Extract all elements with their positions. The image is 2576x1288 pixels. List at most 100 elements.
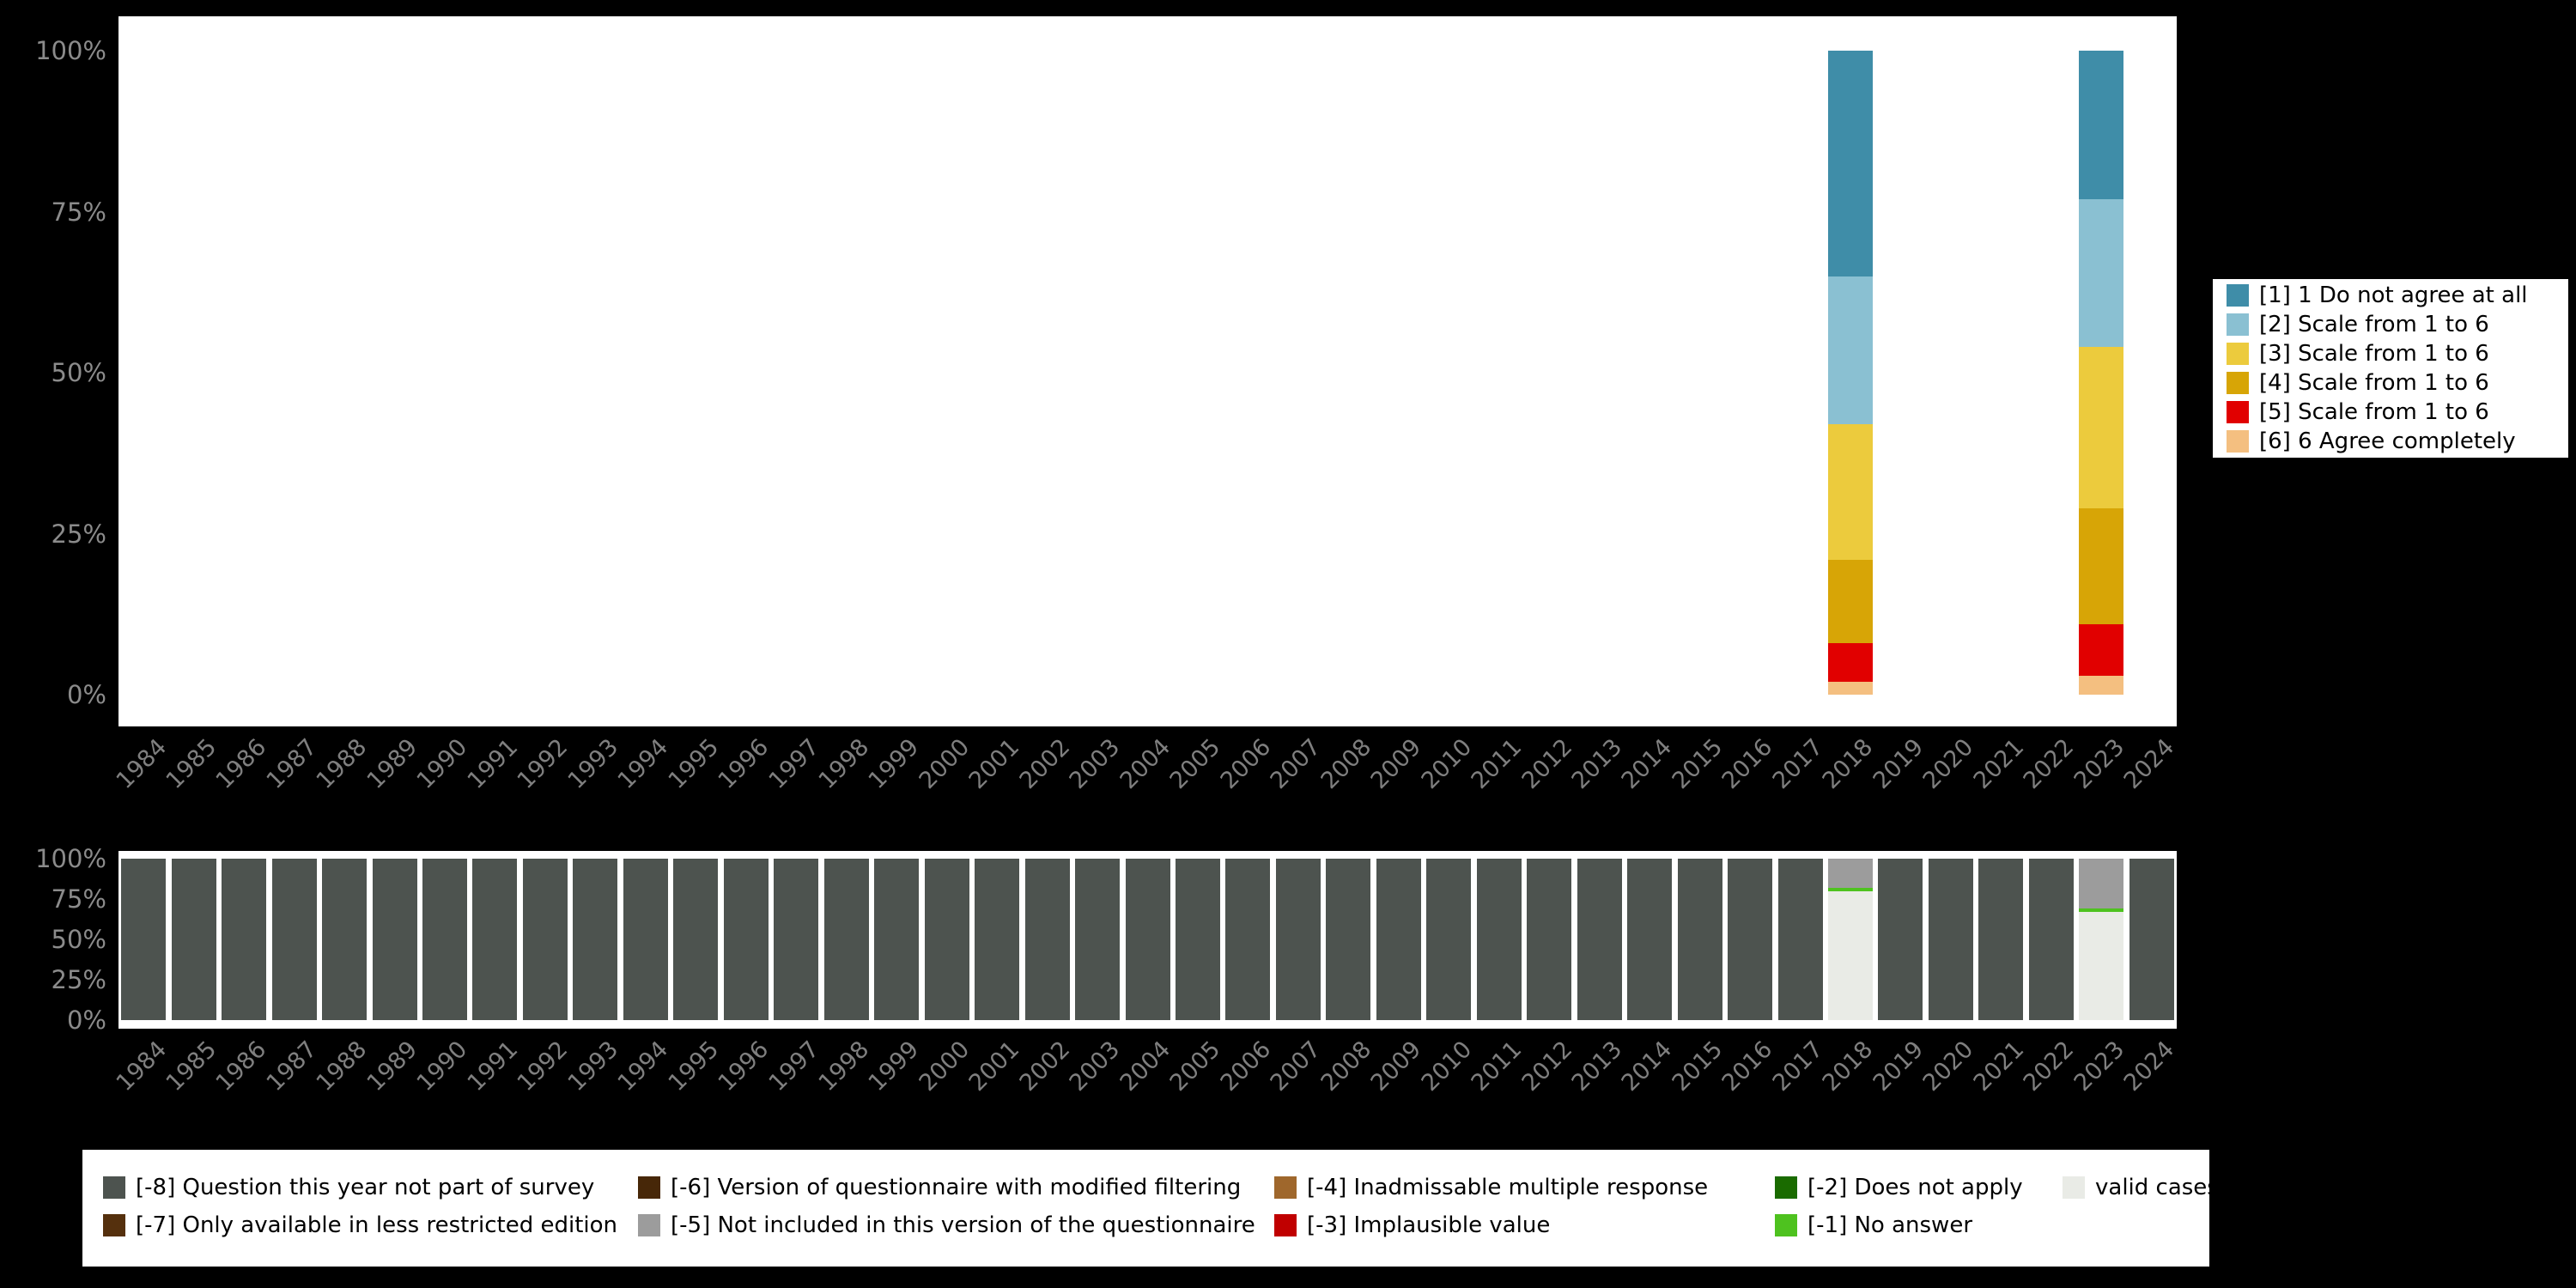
y-tick-label: 50% [51,358,106,387]
legend-column: [-4] Inadmissable multiple response [-3] … [1274,1176,1775,1237]
bar-segment [121,859,167,1020]
bar-1989 [372,859,417,1020]
legend-swatch [2063,1176,2085,1199]
x-tick-label: 2013 [1566,733,1628,795]
x-tick-label: 1984 [111,1036,172,1097]
bar-1988 [322,859,368,1020]
x-tick-label: 2019 [1868,733,1929,795]
x-tick-label: 1985 [161,1036,222,1097]
legend-item: [4] Scale from 1 to 6 [2227,371,2555,395]
legend-swatch [2227,343,2249,365]
x-tick-label: 1994 [612,1036,674,1097]
x-tick-label: 2011 [1466,733,1528,795]
x-tick-label: 2010 [1416,1036,1477,1097]
x-tick-label: 2016 [1717,1036,1778,1097]
bar-segment [823,859,869,1020]
x-tick-label: 2023 [2069,733,2129,795]
distribution-legend: [1] 1 Do not agree at all [2] Scale from … [2213,279,2568,458]
legend-swatch [2227,313,2249,336]
x-tick-label: 2012 [1516,733,1577,795]
legend-item: [1] 1 Do not agree at all [2227,283,2555,307]
bar-segment [1827,424,1873,560]
bar-segment [372,859,417,1020]
legend-item-label: [-7] Only available in less restricted e… [136,1212,618,1238]
bar-2006 [1225,859,1271,1020]
bar-segment [2079,347,2124,508]
bar-segment [1827,51,1873,276]
bar-2002 [1024,859,1070,1020]
x-tick-label: 1990 [412,733,473,795]
x-tick-label: 2023 [2069,1036,2129,1097]
legend-item-label: [-8] Question this year not part of surv… [136,1175,595,1200]
legend-swatch [1274,1214,1297,1236]
bar-2018 [1827,51,1873,695]
x-tick-label: 2018 [1817,1036,1879,1097]
legend-item-label: [6] 6 Agree completely [2259,428,2516,454]
x-tick-label: 2024 [2118,733,2180,795]
bar-1999 [874,859,920,1020]
bar-segment [874,859,920,1020]
x-tick-label: 2007 [1265,733,1327,795]
distribution-chart-bars [118,51,2177,695]
bar-segment [1978,859,2024,1020]
bar-segment [673,859,719,1020]
y-tick-label: 50% [51,925,106,954]
x-tick-label: 2004 [1115,733,1176,795]
bar-segment [1677,859,1722,1020]
x-tick-label: 2002 [1014,733,1076,795]
legend-item: [-3] Implausible value [1274,1213,1775,1237]
bar-1992 [522,859,568,1020]
bar-segment [2079,507,2124,624]
legend-item: [-6] Version of questionnaire with modif… [638,1176,1274,1200]
legend-swatch [103,1176,125,1199]
x-tick-label: 1994 [612,733,674,795]
legend-swatch [2227,430,2249,453]
legend-item: [-4] Inadmissable multiple response [1274,1176,1775,1200]
x-tick-label: 1989 [361,1036,423,1097]
x-tick-label: 2021 [1968,1036,2029,1097]
bar-2024 [2129,859,2174,1020]
missing-values-chart-bars [118,859,2177,1020]
x-tick-label: 1987 [261,733,323,795]
bar-2010 [1426,859,1472,1020]
legend-item: [6] 6 Agree completely [2227,429,2555,453]
x-tick-label: 1988 [312,1036,373,1097]
bar-segment [1827,859,1873,888]
y-tick-label: 100% [35,36,106,65]
legend-swatch [2227,284,2249,307]
bar-segment [1627,859,1673,1020]
x-tick-label: 2005 [1164,733,1226,795]
y-tick-label: 0% [66,680,106,709]
x-tick-label: 2008 [1315,1036,1376,1097]
bar-segment [1827,887,1873,891]
x-tick-label: 1997 [763,1036,824,1097]
legend-item-label: [3] Scale from 1 to 6 [2259,341,2489,367]
legend-item: [2] Scale from 1 to 6 [2227,313,2555,337]
x-tick-label: 2015 [1667,1036,1728,1097]
bar-segment [222,859,267,1020]
bar-1990 [422,859,467,1020]
bar-segment [2079,859,2124,909]
legend-item: [-5] Not included in this version of the… [638,1213,1274,1237]
legend-item-label: [2] Scale from 1 to 6 [2259,312,2489,337]
x-tick-label: 2022 [2018,1036,2080,1097]
legend-swatch [2227,372,2249,394]
bar-2014 [1627,859,1673,1020]
bar-1985 [171,859,216,1020]
bar-1995 [673,859,719,1020]
bar-segment [522,859,568,1020]
x-tick-label: 2017 [1767,733,1829,795]
x-tick-label: 1988 [312,733,373,795]
legend-swatch [103,1214,125,1236]
x-tick-label: 1992 [512,733,574,795]
x-tick-label: 2014 [1617,1036,1678,1097]
bar-segment [2079,908,2124,913]
bar-1991 [472,859,518,1020]
legend-item: valid cases [2063,1176,2219,1200]
bar-segment [975,859,1020,1020]
legend-column: valid cases [2063,1176,2219,1200]
bar-segment [1577,859,1622,1020]
bar-2020 [1928,859,1973,1020]
x-tick-label: 2003 [1065,733,1126,795]
